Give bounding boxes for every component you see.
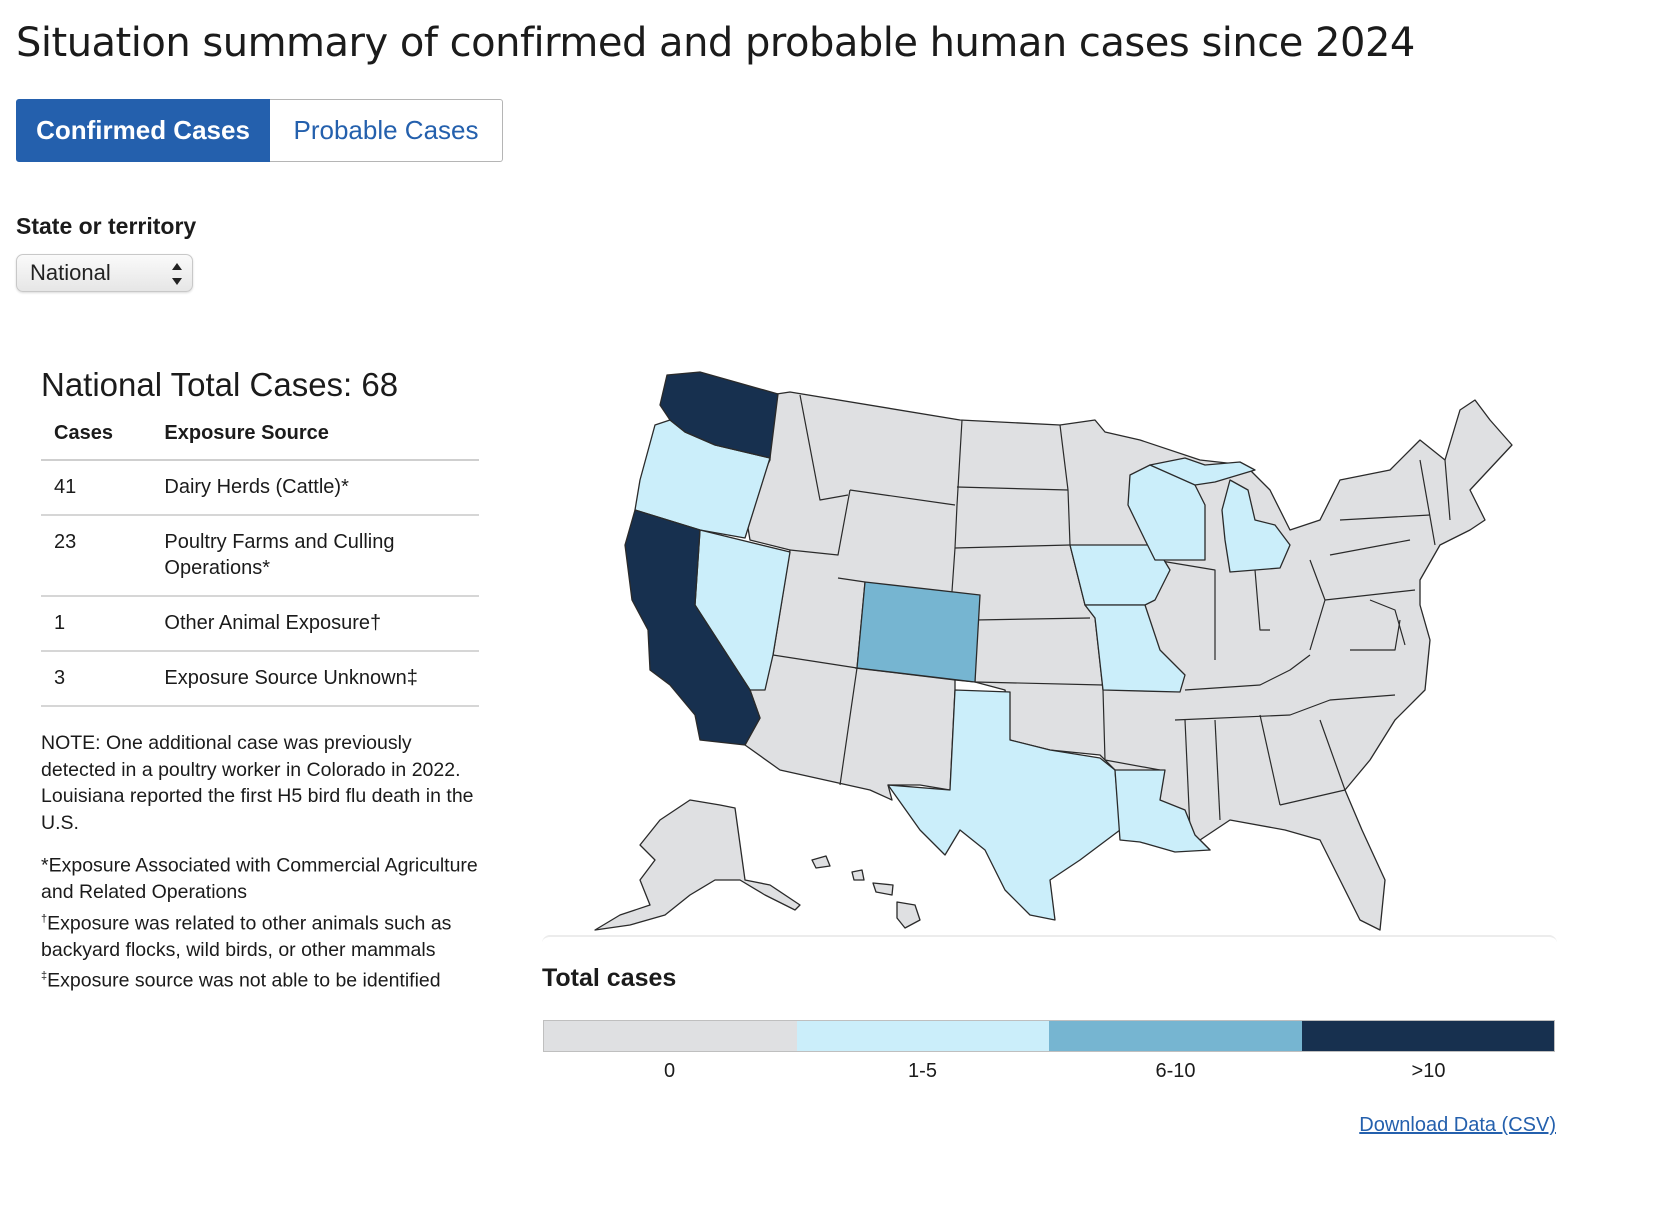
legend-labels: 0 1-5 6-10 >10: [543, 1060, 1555, 1083]
map-state-hawaii: [811, 855, 921, 929]
footnote: †Exposure was related to other animals s…: [41, 906, 486, 964]
map-state-california: [624, 509, 761, 746]
cases-table: Cases Exposure Source 41 Dairy Herds (Ca…: [41, 410, 479, 707]
download-csv-link[interactable]: Download Data (CSV): [1359, 1114, 1556, 1136]
source-cell: Exposure Source Unknown‡: [151, 651, 479, 707]
state-select-value: National: [30, 260, 111, 285]
map-state-colorado: [856, 581, 981, 683]
table-header-row: Cases Exposure Source: [41, 410, 479, 461]
table-row: 23 Poultry Farms and Culling Operations*: [41, 515, 479, 597]
map-state-alaska: [594, 799, 801, 931]
note-text: NOTE: One additional case was previously…: [41, 732, 474, 834]
notes-section: NOTE: One additional case was previously…: [41, 730, 486, 994]
legend-swatch-0: [544, 1021, 797, 1051]
map-state-washington: [659, 371, 779, 459]
table-row: 1 Other Animal Exposure†: [41, 596, 479, 652]
footnote-mark: ‡: [41, 970, 48, 982]
state-select-label: State or territory: [16, 213, 197, 239]
legend-panel: [542, 935, 1557, 1117]
header-cases: Cases: [41, 410, 152, 461]
map-state-missouri: [1084, 604, 1186, 693]
cases-cell: 3: [41, 651, 152, 707]
legend-label: 1-5: [908, 1060, 937, 1082]
select-arrows-icon: [172, 263, 182, 285]
national-total-title: National Total Cases: 68: [41, 366, 399, 403]
legend-swatch-6-10: [1049, 1021, 1302, 1051]
source-cell: Dairy Herds (Cattle)*: [151, 460, 479, 516]
source-cell: Poultry Farms and Culling Operations*: [151, 515, 479, 597]
map-state-louisiana: [1114, 769, 1211, 853]
map-state-texas: [887, 689, 1121, 921]
map-states-1-5: [634, 419, 1291, 921]
tab-probable-cases[interactable]: Probable Cases: [270, 99, 503, 162]
footnote: *Exposure Associated with Commercial Agr…: [41, 848, 486, 906]
legend-label: 6-10: [1155, 1060, 1196, 1082]
state-select[interactable]: National: [16, 254, 193, 292]
cases-cell: 41: [41, 460, 152, 516]
legend-swatch-over-10: [1301, 1021, 1554, 1051]
table-row: 41 Dairy Herds (Cattle)*: [41, 460, 479, 516]
case-type-tabs: Confirmed Cases Probable Cases: [16, 99, 503, 162]
legend-label: >10: [1411, 1060, 1446, 1082]
page-title: Situation summary of confirmed and proba…: [16, 20, 1415, 66]
cases-cell: 1: [41, 596, 152, 652]
footnote: ‡Exposure source was not able to be iden…: [41, 963, 486, 994]
source-cell: Other Animal Exposure†: [151, 596, 479, 652]
header-exposure-source: Exposure Source: [151, 410, 479, 461]
footnote-mark: †: [41, 912, 48, 925]
map-states-over-10: [624, 371, 779, 746]
footnote-text: Exposure was related to other animals su…: [41, 912, 452, 961]
footnote-text: *Exposure Associated with Commercial Agr…: [41, 854, 478, 904]
map-state-michigan: [1149, 457, 1291, 573]
legend-label: 0: [663, 1060, 676, 1082]
legend-swatch-1-5: [796, 1021, 1049, 1051]
cases-cell: 23: [41, 515, 152, 597]
tab-confirmed-cases[interactable]: Confirmed Cases: [16, 99, 270, 162]
legend-color-bar: [543, 1020, 1555, 1052]
us-cases-map: [540, 360, 1560, 940]
footnote-text: Exposure source was not able to be ident…: [47, 969, 441, 992]
legend-title: Total cases: [542, 964, 677, 992]
table-row: 3 Exposure Source Unknown‡: [41, 651, 479, 707]
